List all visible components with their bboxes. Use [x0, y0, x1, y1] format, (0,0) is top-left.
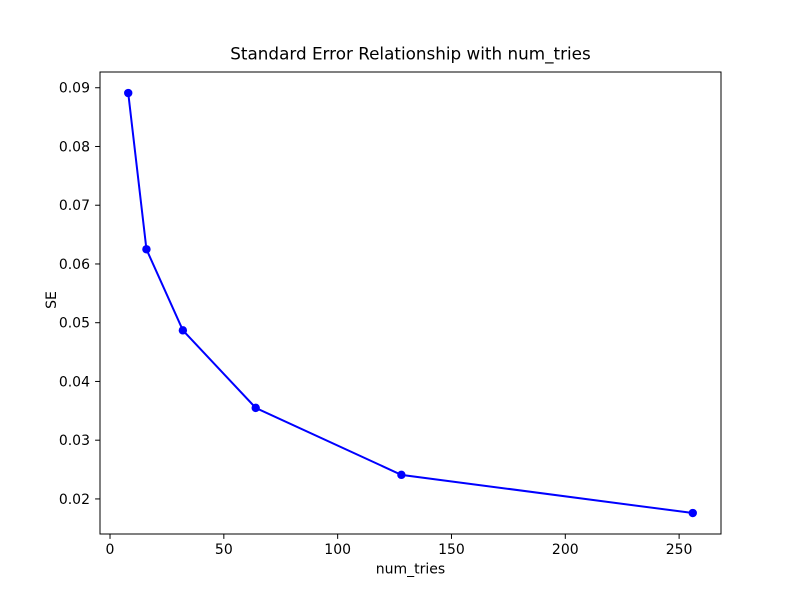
- data-point-marker: [397, 470, 406, 480]
- y-tick-label: 0.06: [59, 257, 90, 273]
- x-axis-label: num_tries: [376, 562, 445, 578]
- y-tick-label: 0.05: [59, 316, 90, 332]
- y-tick-label: 0.09: [59, 81, 90, 97]
- chart-title: Standard Error Relationship with num_tri…: [230, 44, 590, 65]
- x-tick-label: 150: [438, 542, 465, 558]
- y-tick-label: 0.07: [59, 198, 90, 214]
- y-axis-ticks: 0.02 0.03 0.04 0.05 0.06 0.07 0.08 0.09: [59, 81, 100, 508]
- data-point-marker: [251, 403, 260, 413]
- axes-frame: [99, 71, 722, 535]
- x-tick-label: 200: [552, 542, 579, 558]
- data-point-marker: [124, 88, 133, 98]
- series-markers: [124, 88, 697, 518]
- x-tick-label: 0: [106, 542, 115, 558]
- x-tick-label: 50: [215, 542, 233, 558]
- y-tick-label: 0.04: [59, 374, 90, 390]
- series-line: [127, 92, 693, 515]
- x-tick-label: 250: [666, 542, 693, 558]
- y-tick-label: 0.03: [59, 433, 90, 449]
- x-tick-label: 100: [324, 542, 351, 558]
- y-tick-label: 0.08: [59, 139, 90, 155]
- x-axis-ticks: 0 50 100 150 200 250: [106, 534, 693, 558]
- y-tick-label: 0.02: [59, 492, 90, 508]
- data-point-marker: [688, 508, 697, 518]
- data-point-marker: [178, 326, 188, 335]
- data-point-marker: [142, 245, 151, 254]
- y-axis-label: SE: [44, 291, 60, 309]
